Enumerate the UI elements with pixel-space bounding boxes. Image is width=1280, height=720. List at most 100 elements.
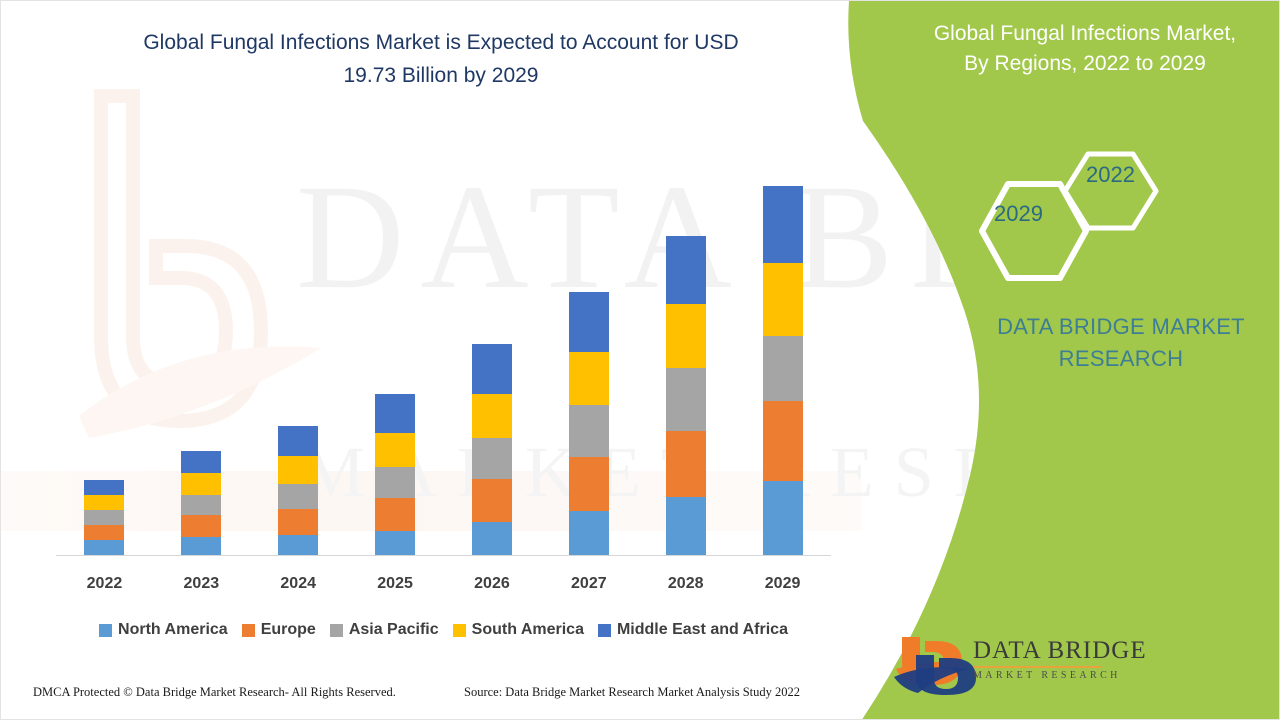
- bar-segment-2022-2: [84, 510, 125, 525]
- chart-legend: North America Europe Asia Pacific South Ame…: [56, 618, 831, 642]
- bar-segment-2024-1: [278, 509, 319, 535]
- legend-swatch-icon-4: [597, 623, 611, 637]
- bar-segment-2027-1: [568, 457, 609, 511]
- stacked-bar-chart: [56, 151, 831, 561]
- bar-segment-2022-4: [84, 480, 125, 495]
- x-axis-label-2023: 2023: [183, 575, 220, 592]
- legend-item-3[interactable]: South America: [452, 621, 584, 639]
- bar-2024: [278, 426, 319, 555]
- bar-segment-2024-0: [278, 535, 319, 555]
- hexagon-label-2029: 2029: [994, 201, 1043, 226]
- bar-segment-2029-0: [762, 481, 803, 555]
- bar-segment-2025-4: [375, 394, 416, 433]
- bar-segment-2027-0: [568, 511, 609, 555]
- bar-segment-2026-2: [471, 438, 512, 479]
- brand-side-panel: [821, 1, 1279, 719]
- bar-segment-2027-3: [568, 352, 609, 405]
- logo-wordmark: DATA BRIDGE MARKET RESEARCH: [973, 637, 1147, 681]
- legend-swatch-icon-2: [329, 623, 343, 637]
- panel-brand-line1: DATA BRIDGE MARKET: [997, 314, 1245, 339]
- legend-item-0[interactable]: North America: [99, 621, 228, 639]
- bar-2022: [84, 480, 125, 555]
- bar-2023: [181, 451, 222, 555]
- legend-label-1: Europe: [260, 621, 316, 638]
- panel-shape: [848, 1, 1279, 719]
- bar-segment-2025-1: [375, 498, 416, 531]
- bar-segment-2028-4: [665, 236, 706, 304]
- bar-segment-2029-3: [762, 263, 803, 336]
- bar-segment-2023-4: [181, 451, 222, 473]
- bar-segment-2022-0: [84, 540, 125, 555]
- x-axis-label-2027: 2027: [571, 575, 607, 592]
- bar-segment-2029-1: [762, 401, 803, 481]
- chart-x-axis-labels: 2022 2023 2024 2025 2026 2027 2028 2029: [56, 575, 831, 599]
- bar-segment-2023-0: [181, 537, 222, 555]
- bar-segment-2026-4: [471, 344, 512, 394]
- bar-2027: [568, 292, 609, 555]
- legend-item-4[interactable]: Middle East and Africa: [597, 621, 788, 639]
- bar-segment-2025-3: [375, 433, 416, 467]
- page-title-line2: 19.73 Billion by 2029: [343, 64, 539, 87]
- bar-segment-2027-2: [568, 405, 609, 457]
- bar-segment-2023-1: [181, 515, 222, 537]
- bar-segment-2024-2: [278, 484, 319, 509]
- data-bridge-logo-mark: [894, 637, 976, 695]
- x-axis-label-2022: 2022: [86, 575, 123, 592]
- footer-source: Source: Data Bridge Market Research Mark…: [464, 685, 801, 699]
- bar-2025: [375, 394, 416, 555]
- hexagon-group: 2029 2022: [976, 146, 1186, 286]
- legend-label-2: Asia Pacific: [348, 621, 439, 638]
- logo-divider: [974, 666, 1102, 668]
- panel-title-line2: By Regions, 2022 to 2029: [964, 52, 1206, 75]
- legend-label-3: South America: [471, 621, 584, 638]
- x-axis-label-2025: 2025: [377, 575, 413, 592]
- legend-swatch-icon-1: [241, 623, 255, 637]
- bar-segment-2025-2: [375, 467, 416, 498]
- panel-brand-text: DATA BRIDGE MARKET RESEARCH: [976, 311, 1266, 375]
- bar-segment-2023-3: [181, 473, 222, 495]
- bar-segment-2026-3: [471, 394, 512, 438]
- panel-title: Global Fungal Infections Market, By Regi…: [899, 19, 1271, 79]
- legend-item-2[interactable]: Asia Pacific: [329, 621, 439, 639]
- panel-title-line1: Global Fungal Infections Market,: [933, 22, 1237, 45]
- bar-segment-2029-4: [762, 186, 803, 263]
- bar-segment-2028-2: [665, 368, 706, 431]
- logo-main-text: DATA BRIDGE: [973, 637, 1147, 664]
- chart-plot-area: [56, 151, 831, 555]
- legend-label-4: Middle East and Africa: [616, 621, 788, 638]
- x-axis-label-2029: 2029: [764, 575, 801, 592]
- panel-brand-line2: RESEARCH: [1058, 346, 1184, 371]
- bar-segment-2027-4: [568, 292, 609, 352]
- bar-segment-2026-1: [471, 479, 512, 522]
- footer-copyright: DMCA Protected © Data Bridge Market Rese…: [33, 685, 396, 699]
- legend-swatch-icon-3: [452, 623, 466, 637]
- x-axis-label-2026: 2026: [474, 575, 510, 592]
- hexagon-shapes: [979, 151, 1159, 281]
- bar-segment-2029-2: [762, 336, 803, 401]
- page-title: Global Fungal Infections Market is Expec…: [61, 26, 821, 92]
- x-axis-label-2028: 2028: [667, 575, 704, 592]
- bar-segment-2022-1: [84, 525, 125, 540]
- legend-item-1[interactable]: Europe: [241, 621, 316, 639]
- bar-segment-2026-0: [471, 522, 512, 555]
- bar-segment-2028-3: [665, 304, 706, 368]
- bar-segment-2022-3: [84, 495, 125, 510]
- x-axis-label-2024: 2024: [280, 575, 316, 592]
- page-title-line1: Global Fungal Infections Market is Expec…: [143, 31, 739, 54]
- bar-segment-2025-0: [375, 531, 416, 555]
- watermark-band: [1, 471, 861, 531]
- bar-2026: [471, 344, 512, 555]
- bar-segment-2024-3: [278, 456, 319, 484]
- chart-baseline-axis: [56, 555, 831, 556]
- logo-sub-text: MARKET RESEARCH: [973, 670, 1121, 681]
- bar-segment-2028-1: [665, 431, 706, 497]
- legend-label-0: North America: [118, 621, 228, 638]
- bar-2029: [762, 186, 803, 555]
- legend-swatch-icon-0: [99, 623, 113, 637]
- bar-2028: [665, 236, 706, 555]
- bar-segment-2023-2: [181, 495, 222, 515]
- bar-segment-2024-4: [278, 426, 319, 456]
- bar-segment-2028-0: [665, 497, 706, 555]
- hexagon-large-2029: [979, 181, 1089, 281]
